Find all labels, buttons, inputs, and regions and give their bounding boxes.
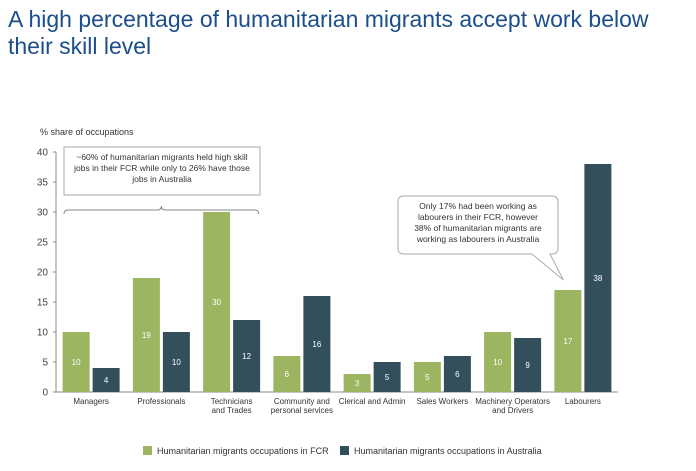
bar — [62, 332, 90, 392]
bar-value-label: 6 — [285, 370, 290, 379]
bar — [514, 338, 542, 392]
bar-value-label: 19 — [142, 331, 151, 340]
annotation-bracket — [63, 205, 260, 215]
bar — [443, 356, 471, 392]
bar-value-label: 4 — [104, 376, 109, 385]
bar — [233, 320, 261, 392]
y-tick-label: 0 — [42, 388, 48, 399]
bar-value-label: 12 — [242, 352, 251, 361]
bar — [484, 332, 512, 392]
y-tick-label: 10 — [37, 328, 49, 339]
bar-value-label: 10 — [493, 358, 502, 367]
bar — [162, 332, 190, 392]
category-label: Professionals — [137, 397, 185, 406]
bar — [343, 374, 371, 392]
annotation-text: ~60% of humanitarian migrants held high … — [73, 152, 250, 184]
bar-value-label: 38 — [593, 274, 602, 283]
bar-value-label: 17 — [563, 337, 572, 346]
bar-value-label: 10 — [172, 358, 181, 367]
bar-value-label: 3 — [355, 379, 360, 388]
category-label: Labourers — [565, 397, 601, 406]
bar — [273, 356, 301, 392]
bar — [413, 362, 441, 392]
annotation-box — [63, 146, 261, 196]
category-label: Clerical and Admin — [339, 397, 406, 406]
bar-value-label: 16 — [312, 340, 321, 349]
annotation-text: Only 17% had been working as labourers in… — [414, 201, 542, 244]
category-label: Machinery Operators and Drivers — [475, 397, 550, 415]
bar-value-label: 6 — [455, 370, 460, 379]
bar — [303, 296, 331, 392]
y-tick-label: 35 — [37, 178, 49, 189]
y-tick-label: 40 — [37, 148, 49, 159]
y-tick-label: 15 — [37, 298, 49, 309]
bar — [92, 368, 120, 392]
category-label: Community and personal services — [271, 397, 333, 415]
bar-value-label: 5 — [385, 373, 390, 382]
legend-swatch — [340, 446, 349, 455]
y-tick-label: 20 — [37, 268, 49, 279]
bar — [373, 362, 401, 392]
legend-swatch — [143, 446, 152, 455]
bar-value-label: 10 — [72, 358, 81, 367]
bar-value-label: 5 — [425, 373, 430, 382]
bar — [554, 290, 582, 392]
annotation-bubble — [397, 195, 564, 281]
y-tick-label: 30 — [37, 208, 49, 219]
bar-value-label: 9 — [525, 361, 530, 370]
bar — [584, 164, 612, 392]
y-axis-label: % share of occupations — [40, 127, 134, 137]
bar — [132, 278, 160, 392]
bar — [203, 212, 231, 392]
y-tick-label: 25 — [37, 238, 49, 249]
legend-label: Humanitarian migrants occupations in FCR — [157, 446, 329, 456]
legend-label: Humanitarian migrants occupations in Aus… — [354, 446, 542, 456]
category-label: Managers — [73, 397, 109, 406]
bar-value-label: 30 — [212, 298, 221, 307]
y-tick-label: 5 — [42, 358, 48, 369]
category-label: Sales Workers — [416, 397, 468, 406]
category-label: Technicians and Trades — [211, 397, 253, 415]
chart-title: A high percentage of humanitarian migran… — [8, 6, 649, 59]
